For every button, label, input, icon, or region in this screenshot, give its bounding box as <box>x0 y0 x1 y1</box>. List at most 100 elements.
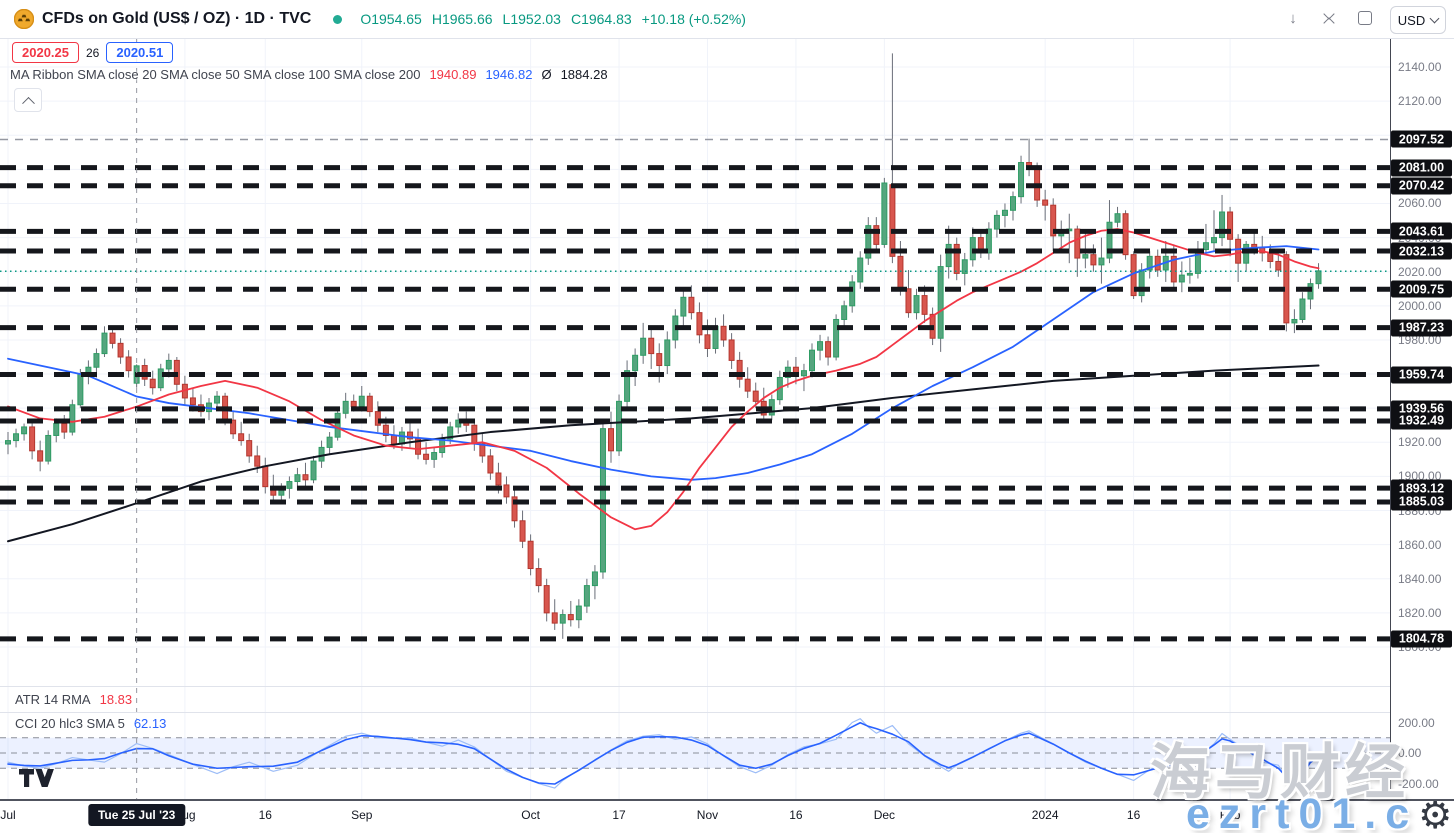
time-axis-separator <box>0 799 1454 801</box>
candle-down <box>1050 204 1057 237</box>
currency-selector[interactable]: USD <box>1390 6 1446 34</box>
candle-down <box>704 334 711 349</box>
candle-up <box>1018 162 1025 198</box>
price-tick: 2020.00 <box>1398 264 1442 279</box>
ma-ribbon-legend[interactable]: MA Ribbon SMA close 20 SMA close 50 SMA … <box>10 67 608 82</box>
candle-down <box>905 288 912 314</box>
time-tick-16: 16 <box>258 808 272 822</box>
candle-down <box>1074 228 1081 259</box>
candle-up <box>881 182 888 245</box>
price-level-badge[interactable]: 1804.78 <box>1391 630 1452 648</box>
candle-up <box>985 228 992 254</box>
candle-up <box>559 614 566 624</box>
ask-price-box[interactable]: 2020.51 <box>106 42 174 63</box>
symbol-title[interactable]: CFDs on Gold (US$ / OZ) · 1D · TVC <box>42 10 312 27</box>
candle-down <box>1227 211 1234 240</box>
atr-indicator-legend[interactable]: ATR 14 RMA 18.83 <box>15 692 132 707</box>
maximize-pane-button[interactable] <box>1350 5 1380 31</box>
candle-down <box>1235 238 1242 264</box>
candle-up <box>45 434 52 462</box>
price-level-badge[interactable]: 1885.03 <box>1391 493 1452 511</box>
candle-down <box>752 390 759 402</box>
maximize-icon <box>1358 11 1372 25</box>
price-tick: 1820.00 <box>1398 605 1442 620</box>
price-level-badge[interactable]: 2097.52 <box>1391 130 1452 148</box>
candle-down <box>1090 254 1097 266</box>
candle-up <box>680 296 687 317</box>
candle-down <box>189 397 196 406</box>
candle-down <box>551 612 558 624</box>
candle-up <box>1114 213 1121 223</box>
candle-down <box>149 378 156 389</box>
top-toolbar <box>0 0 1454 39</box>
candle-up <box>447 426 454 440</box>
pane-separator[interactable] <box>0 686 1454 687</box>
gold-symbol-icon <box>14 9 34 29</box>
cci-scale-tick: 200.00 <box>1398 715 1435 730</box>
candle-up <box>5 440 11 445</box>
spread-value: 26 <box>86 45 100 60</box>
price-scale[interactable]: 1800.001820.001840.001860.001880.001900.… <box>1391 38 1454 799</box>
candle-up <box>1186 272 1193 276</box>
cci-smoothed-line <box>7 721 1320 785</box>
pane-separator[interactable] <box>0 712 1454 713</box>
collapse-pane-button[interactable] <box>1314 5 1344 31</box>
candle-down <box>366 395 373 413</box>
price-level-badge[interactable]: 1959.74 <box>1391 366 1452 383</box>
candle-down <box>656 353 663 367</box>
candle-up <box>77 373 84 406</box>
chevron-up-icon <box>21 96 35 110</box>
main-chart-canvas[interactable] <box>0 0 1390 800</box>
candle-down <box>535 568 542 587</box>
price-level-badge[interactable]: 2043.61 <box>1391 222 1452 240</box>
legend-collapse-button[interactable] <box>14 88 42 112</box>
bid-price-box[interactable]: 2020.25 <box>12 42 79 63</box>
candle-up <box>1178 274 1185 283</box>
candle-down <box>696 312 703 336</box>
candle-down <box>350 400 357 407</box>
tradingview-logo[interactable] <box>18 768 54 788</box>
currency-label: USD <box>1397 12 1426 28</box>
price-level-badge[interactable]: 2070.42 <box>1391 177 1452 195</box>
candle-up <box>214 395 221 404</box>
symbol-legend[interactable]: CFDs on Gold (US$ / OZ) · 1D · TVC O1954… <box>14 7 746 31</box>
ohlc-values: O1954.65 H1965.66 L1952.03 C1964.83 +10.… <box>360 11 746 27</box>
candle-up <box>1202 242 1209 251</box>
time-axis[interactable]: JulAug16SepOct17Nov16Dec202416FebTue 25 … <box>0 801 1454 833</box>
time-tick-16: 16 <box>789 808 803 822</box>
candle-down <box>728 339 735 361</box>
cci-scale-tick: -200.00 <box>1398 776 1439 791</box>
candle-down <box>688 296 695 314</box>
chevron-down-icon <box>1429 13 1440 24</box>
candle-up <box>1138 269 1145 297</box>
scroll-down-button[interactable]: ↓ <box>1289 9 1297 27</box>
price-level-badge[interactable]: 2081.00 <box>1391 159 1452 177</box>
candles[interactable] <box>5 53 1322 639</box>
candle-up <box>334 412 341 438</box>
candle-down <box>503 484 510 498</box>
candle-up <box>398 431 405 445</box>
candle-down <box>1042 199 1049 206</box>
price-level-badge[interactable]: 1893.12 <box>1391 479 1452 497</box>
price-level-badge[interactable]: 2009.75 <box>1391 280 1452 298</box>
candle-down <box>897 255 904 290</box>
sma200-line <box>7 364 1320 543</box>
candle-down <box>648 337 655 355</box>
candle-down <box>407 431 413 440</box>
candle-up <box>1106 221 1113 259</box>
candle-up <box>326 436 333 448</box>
price-level-badge[interactable]: 2032.13 <box>1391 242 1452 260</box>
price-level-badge[interactable]: 1987.23 <box>1391 319 1452 337</box>
cci-indicator-legend[interactable]: CCI 20 hlc3 SMA 5 62.13 <box>15 716 166 731</box>
price-level-badge[interactable]: 1932.49 <box>1391 412 1452 430</box>
price-tick: 2120.00 <box>1398 94 1442 109</box>
candle-down <box>238 433 245 442</box>
market-status-dot[interactable] <box>333 14 343 24</box>
candle-up <box>1098 257 1105 266</box>
candle-up <box>1219 211 1226 239</box>
candle-up <box>591 571 598 587</box>
candle-up <box>913 295 920 314</box>
price-tick: 1840.00 <box>1398 571 1442 586</box>
candle-up <box>165 359 172 370</box>
